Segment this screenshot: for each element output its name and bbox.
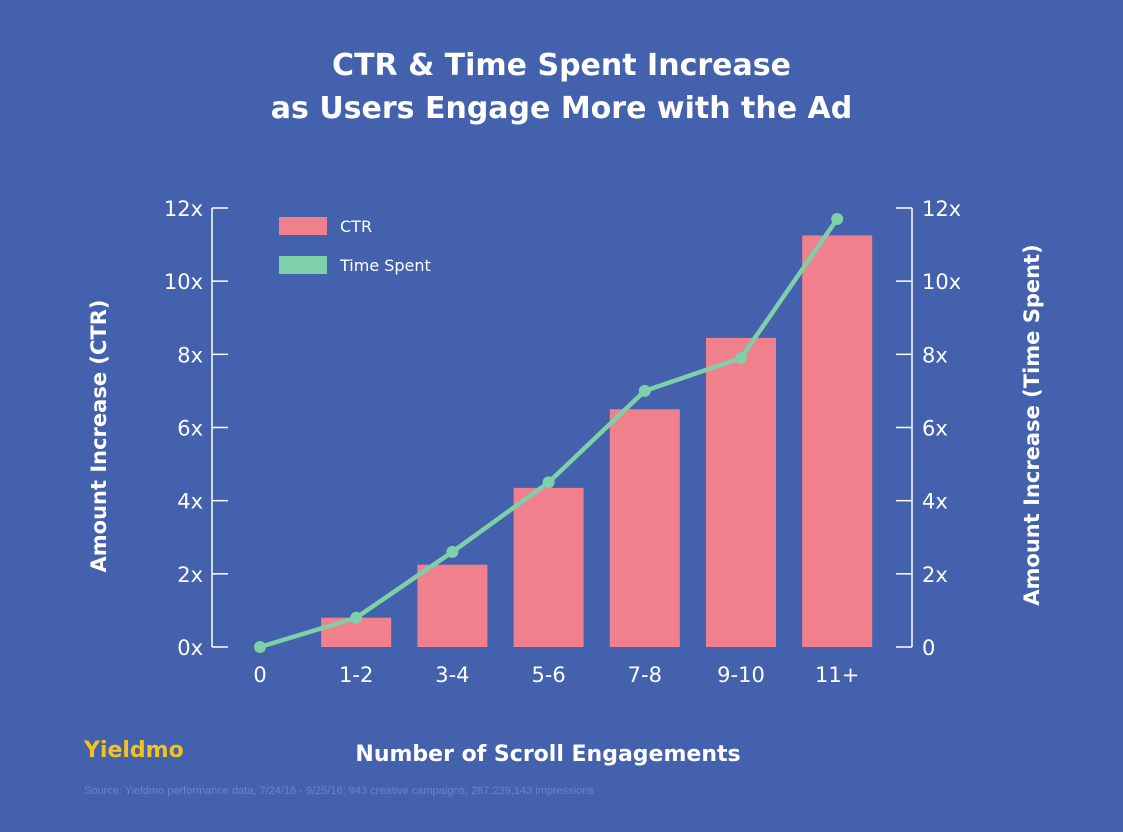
x-axis-label: Number of Scroll Engagements <box>355 742 740 767</box>
time-spent-point-1-2 <box>350 611 363 624</box>
legend-swatch-time-spent <box>279 256 327 274</box>
x-tick-label: 7-8 <box>628 663 662 687</box>
y-tick-label-left: 4x <box>177 490 203 514</box>
x-tick-label: 1-2 <box>339 663 373 687</box>
x-tick-label: 11+ <box>815 663 859 687</box>
y-tick-label-right: 8x <box>922 343 948 367</box>
chart-title: CTR & Time Spent Increase as Users Engag… <box>0 44 1123 130</box>
y-tick-label-right: 0 <box>922 636 935 660</box>
x-tick-label: 3-4 <box>435 663 469 687</box>
y-tick-label-left: 0x <box>177 636 203 660</box>
y-tick-label-right: 4x <box>922 490 948 514</box>
y-tick-label-left: 2x <box>177 563 203 587</box>
y-tick-label-left: 12x <box>164 197 203 221</box>
brand-logo: Yieldmo <box>84 738 184 763</box>
ctr-bar-3-4 <box>417 564 488 647</box>
y-tick-label-right: 2x <box>922 563 948 587</box>
ctr-bar-7-8 <box>609 409 680 647</box>
time-spent-point-11+ <box>831 212 844 225</box>
x-tick-label: 0 <box>253 663 266 687</box>
y-tick-label-right: 10x <box>922 270 961 294</box>
y-tick-label-left: 10x <box>164 270 203 294</box>
title-line-2: as Users Engage More with the Ad <box>270 91 853 126</box>
y-axis-label-left: Amount Increase (CTR) <box>87 300 111 573</box>
x-tick-label: 9-10 <box>717 663 765 687</box>
title-line-1: CTR & Time Spent Increase <box>332 48 791 83</box>
y-tick-label-left: 6x <box>177 417 203 441</box>
ctr-bar-11+ <box>802 235 873 647</box>
y-tick-label-right: 12x <box>922 197 961 221</box>
ctr-bar-9-10 <box>706 337 776 647</box>
y-tick-label-right: 6x <box>922 417 948 441</box>
time-spent-point-3-4 <box>446 545 459 558</box>
legend-label-ctr: CTR <box>340 217 372 236</box>
y-axis-label-right: Amount Increase (Time Spent) <box>1020 244 1044 605</box>
x-tick-label: 5-6 <box>531 663 565 687</box>
time-spent-point-9-10 <box>735 351 747 364</box>
time-spent-point-0 <box>254 641 266 653</box>
y-tick-label-left: 8x <box>177 343 203 367</box>
legend-swatch-ctr <box>279 217 327 235</box>
time-spent-point-5-6 <box>542 476 555 489</box>
source-note: Source: Yieldmo performance data, 7/24/1… <box>84 785 594 797</box>
legend-label-time-spent: Time Spent <box>339 256 431 275</box>
ctr-bar-5-6 <box>513 487 584 647</box>
time-spent-point-7-8 <box>638 384 651 397</box>
